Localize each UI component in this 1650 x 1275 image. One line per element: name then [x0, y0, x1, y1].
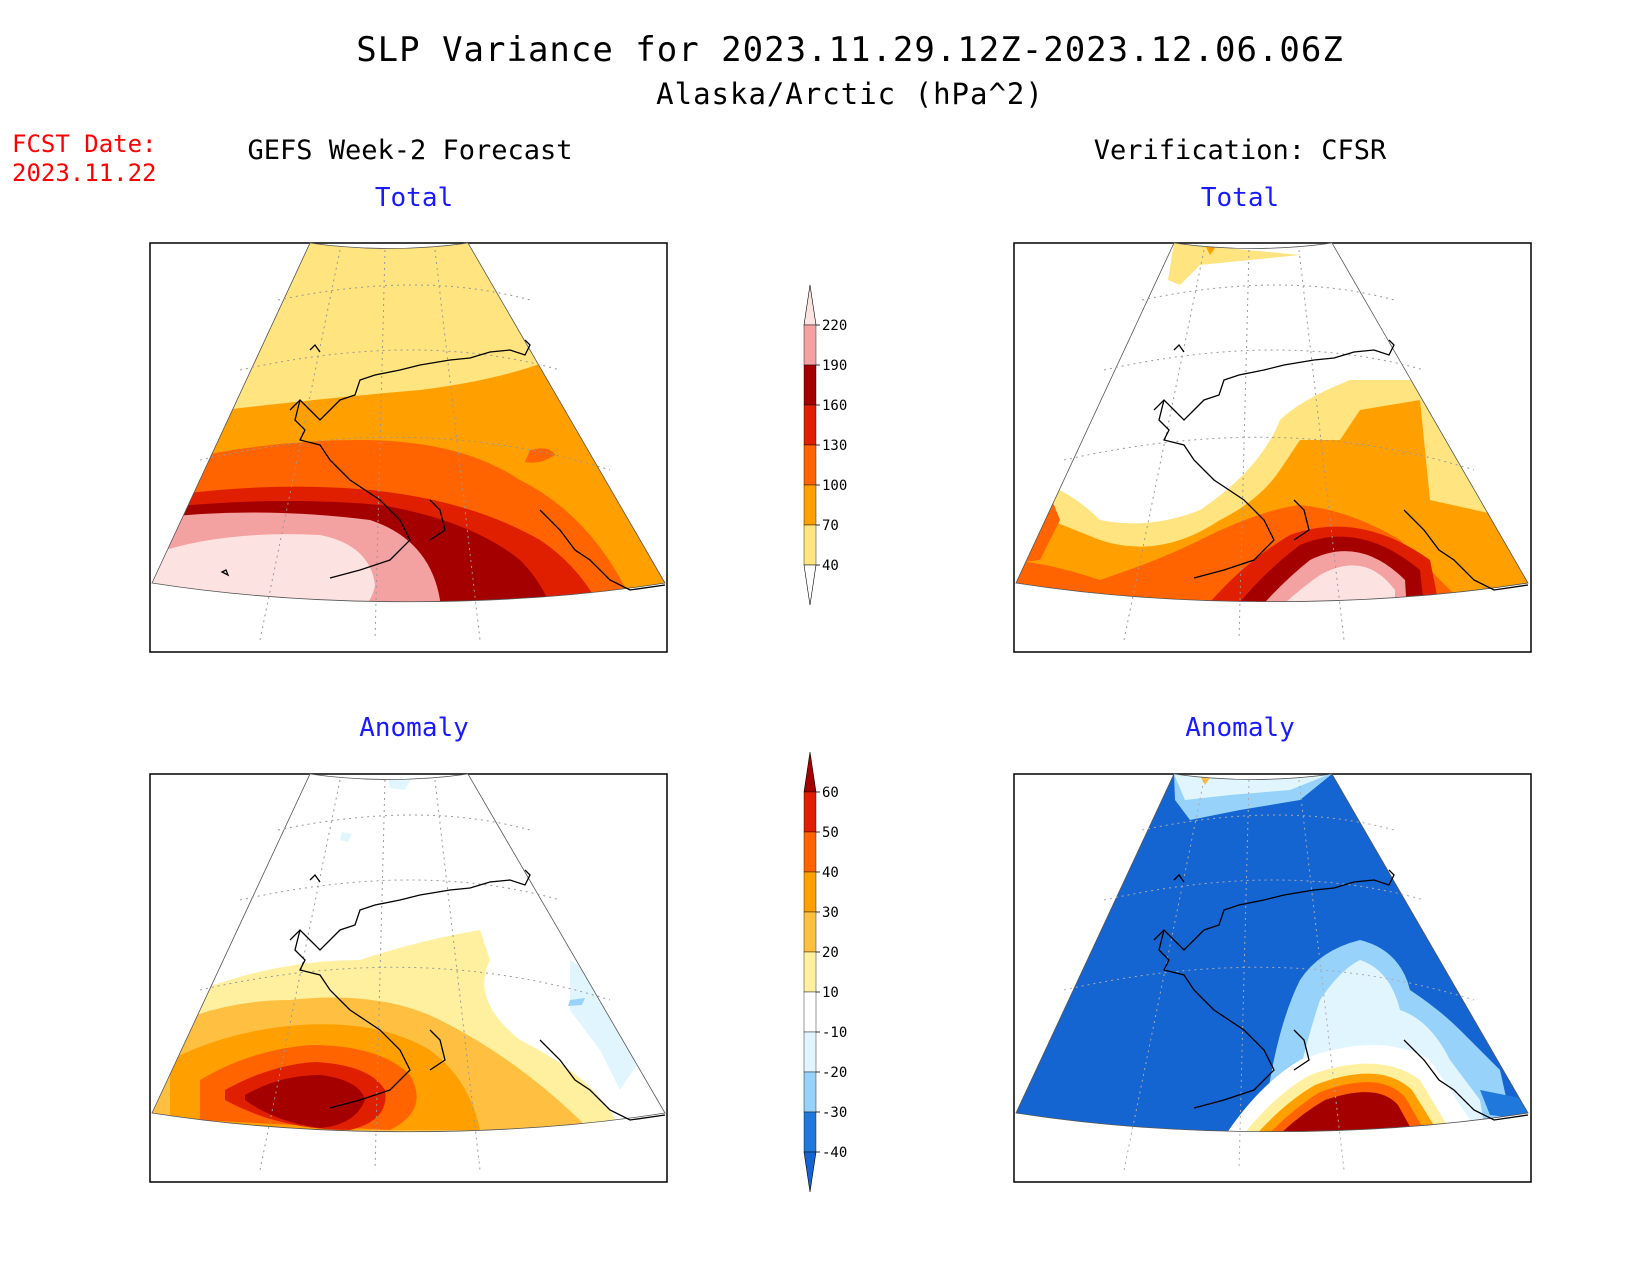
panel-label-verification-anomaly: Anomaly — [1185, 713, 1295, 743]
colorbar-anomaly-tick-label: 10 — [822, 985, 839, 1001]
colorbar-anomaly-tick-label: 50 — [822, 825, 839, 841]
panel-label-forecast-total: Total — [374, 183, 454, 213]
colorbar-anomaly-tick-label: 30 — [822, 905, 839, 921]
colorbar-total-bin — [803, 404, 817, 446]
colorbar-anomaly-tick-label: -20 — [822, 1065, 847, 1081]
colorbar-anomaly-tick-label: -10 — [822, 1025, 847, 1041]
colorbar-anomaly-bin — [803, 871, 817, 913]
colorbar-total-tick-label: 160 — [822, 398, 847, 414]
colorbar-anomaly-bin — [803, 991, 817, 1033]
fcst-date-label: FCST Date: — [12, 130, 157, 158]
verification-total-map — [1013, 242, 1532, 653]
colorbar-anomaly-bin — [803, 831, 817, 873]
colorbar-total-bin — [803, 324, 817, 366]
chart-subtitle: Alaska/Arctic (hPa^2) — [656, 77, 1044, 111]
colorbar-total-end-bottom — [803, 564, 817, 606]
colorbar-total-tick-label: 70 — [822, 518, 839, 534]
colorbar-anomaly-tick-label: 60 — [822, 785, 839, 801]
colorbar-total-bin — [803, 444, 817, 486]
colorbar-anomaly-bin — [803, 1031, 817, 1073]
column-heading-forecast: GEFS Week-2 Forecast — [247, 135, 573, 166]
colorbar-total-bin — [803, 484, 817, 526]
colorbar-anomaly-end-top — [803, 751, 817, 793]
colorbar-anomaly-bin — [803, 791, 817, 833]
colorbar-anomaly: -40 -30 -20 -10 10 20 30 40 50 60 — [803, 751, 847, 1193]
colorbar-anomaly-tick-label: 20 — [822, 945, 839, 961]
colorbar-anomaly-tick-label: 40 — [822, 865, 839, 881]
colorbar-total-tick-label: 220 — [822, 318, 847, 334]
colorbar-anomaly-bin — [803, 951, 817, 993]
column-heading-verification: Verification: CFSR — [1093, 135, 1387, 166]
colorbar-total-bin — [803, 524, 817, 566]
colorbar-anomaly-bin — [803, 1111, 817, 1153]
verification-anomaly-map — [1013, 773, 1532, 1183]
forecast-anomaly-map — [149, 773, 668, 1183]
colorbar-anomaly-end-bottom — [803, 1151, 817, 1193]
chart-title: SLP Variance for 2023.11.29.12Z-2023.12.… — [356, 30, 1344, 70]
colorbar-total-tick-label: 100 — [822, 478, 847, 494]
colorbar-total-tick-label: 40 — [822, 558, 839, 574]
colorbar-total: 40 70 100 130 160 190 220 — [803, 284, 847, 606]
colorbar-total-end-top — [803, 284, 817, 326]
colorbar-total-tick-label: 130 — [822, 438, 847, 454]
panel-label-verification-total: Total — [1200, 183, 1280, 213]
colorbar-anomaly-tick-label: -40 — [822, 1145, 847, 1161]
colorbar-total-bin — [803, 364, 817, 406]
colorbar-anomaly-bin — [803, 1071, 817, 1113]
colorbar-anomaly-bin — [803, 911, 817, 953]
colorbar-total-tick-label: 190 — [822, 358, 847, 374]
colorbar-anomaly-tick-label: -30 — [822, 1105, 847, 1121]
fcst-date-value: 2023.11.22 — [12, 159, 157, 187]
forecast-total-map — [149, 242, 668, 653]
panel-label-forecast-anomaly: Anomaly — [359, 713, 469, 743]
